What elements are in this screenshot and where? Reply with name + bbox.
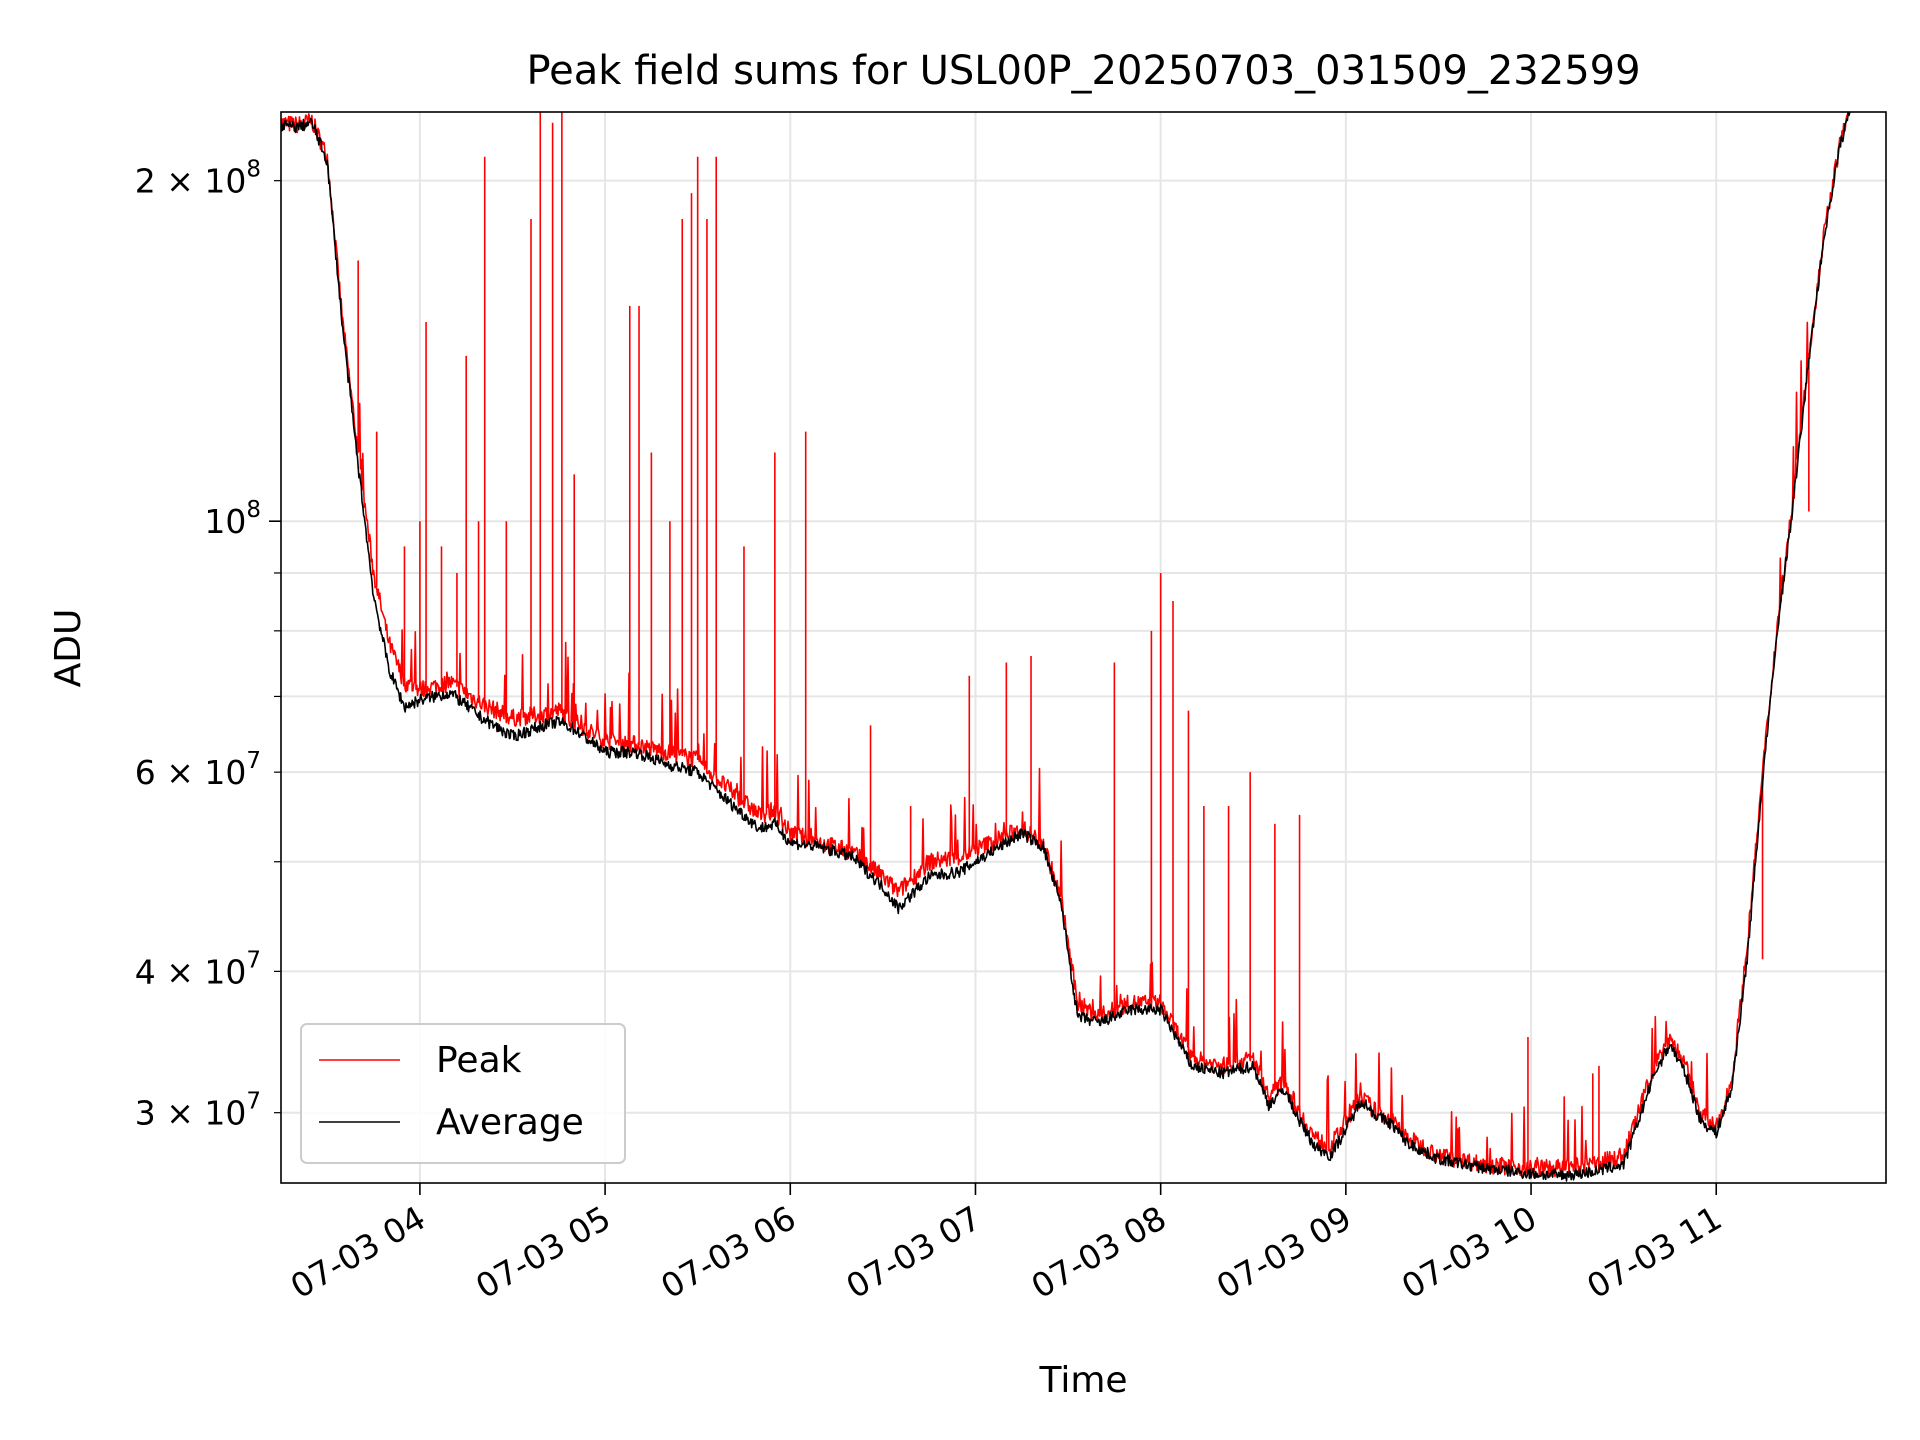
y-tick-label: 2 × 108 — [135, 157, 261, 201]
legend: Peak Average — [300, 1023, 626, 1164]
chart-title: Peak field sums for USL00P_20250703_0315… — [526, 48, 1640, 94]
y-tick-label: 4 × 107 — [135, 947, 261, 991]
legend-label-average: Average — [436, 1102, 584, 1143]
y-tick-label: 3 × 107 — [135, 1089, 261, 1133]
series-layer — [281, 112, 1851, 1182]
y-tick-label: 6 × 107 — [135, 748, 261, 792]
y-axis-label: ADU — [48, 609, 89, 688]
y-tick-label: 108 — [204, 497, 261, 541]
series-line-average — [281, 112, 1851, 1182]
grid — [281, 112, 1886, 1183]
plot-frame — [280, 111, 1887, 1184]
legend-label-peak: Peak — [436, 1040, 522, 1081]
legend-box — [300, 1023, 626, 1164]
x-axis-label: Time — [1038, 1360, 1127, 1401]
